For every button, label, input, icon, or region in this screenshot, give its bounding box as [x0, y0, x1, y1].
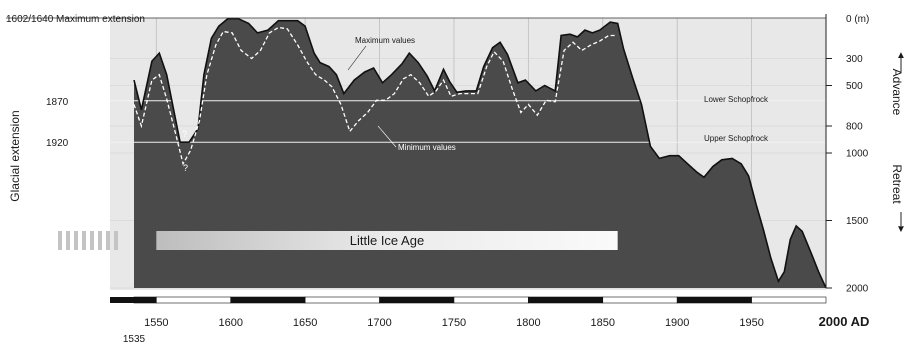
right-tick-label-800: 800: [846, 122, 863, 133]
annotation-minimum-leader: [377, 125, 397, 148]
x-tick-label-1600: 1600: [218, 317, 242, 329]
x-tick-label-1850: 1850: [591, 317, 615, 329]
period-bar-label: Little Ice Age: [350, 233, 424, 248]
x-tick-label-1700: 1700: [367, 317, 391, 329]
time-bar-segment: [602, 296, 678, 304]
period-bar-fade-stripe: [114, 231, 118, 250]
time-bar-segment: [230, 296, 306, 304]
period-bar-fade-stripe: [98, 231, 102, 250]
left-axis-title: Glacial extension: [8, 110, 22, 201]
series-line-maximum-values: [133, 17, 827, 289]
axes-layer: 300 500 800 1000 1500 2000 1870 1920 1550 1600 165…: [6, 14, 869, 345]
x-tick-label-1900: 1900: [665, 317, 689, 329]
annotation-maximum-values: Maximum values: [355, 36, 415, 45]
upper-schopfrock-label: Upper Schopfrock: [704, 134, 769, 143]
advance-label: Advance: [890, 69, 904, 116]
period-bar-fade-stripe: [74, 231, 78, 250]
period-bar-layer: Little Ice Age: [58, 231, 618, 250]
x-tick-label-last: 2000 AD: [819, 314, 870, 329]
retreat-arrow-icon: ▼: [896, 224, 905, 235]
time-bar-segment: [751, 296, 827, 304]
x-tick-label-first: 1535: [123, 334, 146, 345]
series-line-minimum-values: [133, 26, 617, 166]
right-unit-label: 0 (m): [846, 14, 869, 25]
time-bar-segment: [676, 296, 752, 304]
right-tick-label-1500: 1500: [846, 216, 869, 227]
right-tick-label-300: 300: [846, 54, 863, 65]
top-label: 1602/1640 Maximum extension: [6, 14, 145, 25]
x-tick-label-1950: 1950: [739, 317, 763, 329]
annotation-question-2: ?: [183, 163, 188, 173]
x-tick-label-1800: 1800: [516, 317, 540, 329]
x-tick-label-1750: 1750: [442, 317, 466, 329]
annotation-minimum-values: Minimum values: [398, 143, 456, 152]
annotation-maximum-leader: [347, 45, 367, 71]
right-tick-label-2000: 2000: [846, 284, 869, 295]
series-lines-layer: [133, 17, 827, 289]
right-tick-label-500: 500: [846, 81, 863, 92]
lower-schopfrock-label: Lower Schopfrock: [704, 95, 769, 104]
retreat-label: Retreat: [890, 164, 904, 204]
reference-lines-layer: [110, 100, 826, 143]
left-tick-label-1870: 1870: [46, 97, 69, 108]
period-bar-fade-stripe: [106, 231, 110, 250]
area-layer: [134, 18, 826, 288]
period-bar-fade-stripe: [58, 231, 62, 250]
time-bar-segment: [133, 296, 157, 304]
x-tick-label-1550: 1550: [144, 317, 168, 329]
period-bar-little-ice-age: [156, 231, 618, 250]
time-bar-segment: [304, 296, 380, 304]
x-tick-label-1650: 1650: [293, 317, 317, 329]
time-bar-segment: [156, 296, 232, 304]
period-bar-fade-stripe: [66, 231, 70, 250]
advance-arrow-icon: ▲: [896, 50, 905, 61]
time-bar-lead: [110, 297, 134, 303]
time-bar-segment: [379, 296, 455, 304]
annotation-question-1: ?: [182, 129, 187, 139]
right-tick-label-1000: 1000: [846, 149, 869, 160]
period-bar-fade-stripe: [90, 231, 94, 250]
time-bar-segment: [528, 296, 604, 304]
time-bar-segment: [453, 296, 529, 304]
period-bar-fade-stripe: [82, 231, 86, 250]
left-tick-label-1920: 1920: [46, 138, 69, 149]
glacier-extent-area: [134, 18, 826, 288]
